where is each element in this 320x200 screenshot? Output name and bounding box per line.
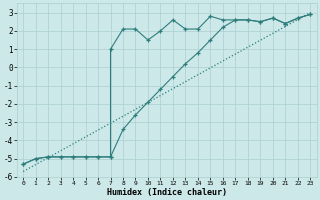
X-axis label: Humidex (Indice chaleur): Humidex (Indice chaleur) (107, 188, 227, 197)
